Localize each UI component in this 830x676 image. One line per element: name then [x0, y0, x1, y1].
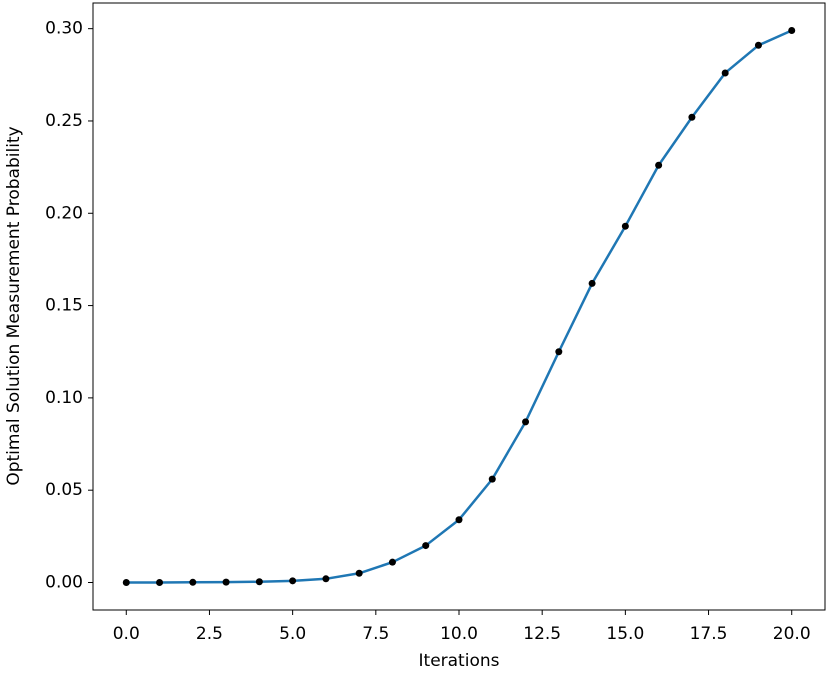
data-point: [588, 279, 596, 287]
data-point: [788, 27, 796, 35]
y-tick-label: 0.30: [45, 19, 83, 39]
data-point: [555, 348, 563, 356]
x-tick-label: 12.5: [523, 624, 561, 644]
data-point: [222, 578, 230, 586]
data-point: [156, 578, 164, 586]
data-point: [255, 578, 263, 586]
data-point: [721, 69, 729, 77]
y-tick-label: 0.15: [45, 296, 83, 316]
data-point: [754, 41, 762, 49]
data-point: [522, 418, 530, 426]
data-point: [688, 113, 696, 121]
y-tick-label: 0.00: [45, 572, 83, 592]
data-point: [422, 542, 430, 550]
data-point: [388, 558, 396, 566]
x-tick-label: 10.0: [440, 624, 478, 644]
data-point: [189, 578, 197, 586]
data-line: [126, 29, 793, 584]
x-tick-label: 17.5: [690, 624, 728, 644]
data-point: [322, 575, 330, 583]
y-tick-label: 0.20: [45, 203, 83, 223]
data-point: [289, 577, 297, 585]
y-tick-label: 0.05: [45, 480, 83, 500]
x-tick-label: 5.0: [279, 624, 306, 644]
x-tick-label: 2.5: [196, 624, 223, 644]
data-point: [122, 578, 130, 586]
x-tick-label: 20.0: [773, 624, 811, 644]
data-point: [655, 161, 663, 169]
x-axis-label: Iterations: [419, 651, 500, 671]
data-point: [621, 222, 629, 230]
x-tick-label: 0.0: [113, 624, 140, 644]
data-point: [355, 569, 363, 577]
x-tick-label: 7.5: [362, 624, 389, 644]
data-point: [488, 475, 496, 483]
y-axis-label: Optimal Solution Measurement Probability: [4, 126, 24, 485]
x-tick-label: 15.0: [606, 624, 644, 644]
y-tick-label: 0.10: [45, 388, 83, 408]
y-tick-label: 0.25: [45, 111, 83, 131]
data-point: [455, 516, 463, 524]
